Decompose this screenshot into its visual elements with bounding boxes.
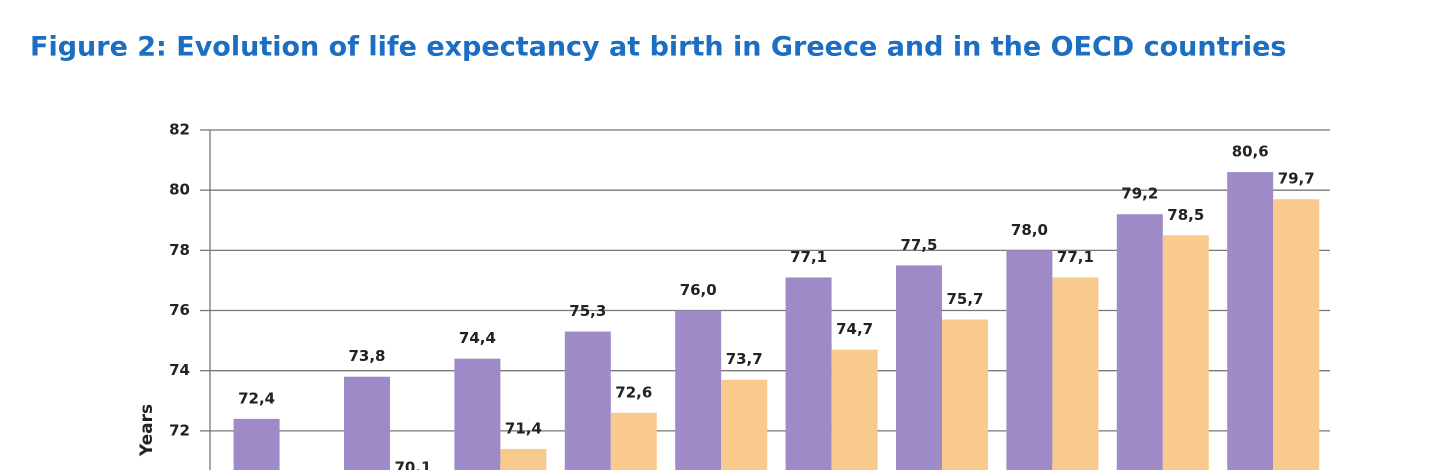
value-label: 77,1 <box>1057 248 1094 266</box>
y-axis-label: Years <box>137 404 157 457</box>
value-label: 74,4 <box>459 329 496 347</box>
bar <box>675 310 722 470</box>
bar <box>942 319 988 470</box>
value-label: 72,6 <box>615 383 652 401</box>
bar <box>1227 172 1274 470</box>
value-label: 73,7 <box>726 350 763 368</box>
value-label: 74,7 <box>836 320 873 338</box>
y-tick-label: 78 <box>169 241 190 259</box>
y-tick-label: 72 <box>169 421 190 439</box>
value-label: 80,6 <box>1232 143 1269 161</box>
bar <box>610 412 657 470</box>
bar <box>500 448 547 470</box>
y-tick-label: 74 <box>169 361 190 379</box>
value-label: 77,1 <box>790 248 827 266</box>
bar <box>1052 277 1099 470</box>
value-label: 79,2 <box>1121 185 1158 203</box>
bar <box>1162 235 1209 470</box>
bar <box>1116 214 1163 470</box>
y-tick-label: 76 <box>169 301 190 319</box>
value-label: 73,8 <box>348 347 385 365</box>
value-label: 72,4 <box>238 389 275 407</box>
bar <box>785 277 832 470</box>
bar <box>1273 199 1320 470</box>
bar <box>233 418 280 470</box>
chart-title: Figure 2: Evolution of life expectancy a… <box>30 32 1286 63</box>
bar <box>1006 250 1053 470</box>
value-label: 78,5 <box>1167 206 1204 224</box>
bar <box>564 331 611 470</box>
bar <box>831 349 878 470</box>
value-label: 79,7 <box>1278 170 1315 188</box>
value-label: 71,4 <box>505 419 542 437</box>
value-label: 78,0 <box>1011 221 1048 239</box>
value-label: 76,0 <box>680 281 717 299</box>
value-label: 75,3 <box>569 302 606 320</box>
bar <box>721 379 768 470</box>
value-label: 77,5 <box>900 236 937 254</box>
bar <box>454 358 501 470</box>
y-tick-label: 80 <box>169 181 190 199</box>
bar <box>896 265 942 470</box>
value-label: 70,1 <box>394 459 431 470</box>
value-label: 75,7 <box>946 290 983 308</box>
bar <box>344 376 390 470</box>
y-tick-label: 82 <box>169 121 190 139</box>
